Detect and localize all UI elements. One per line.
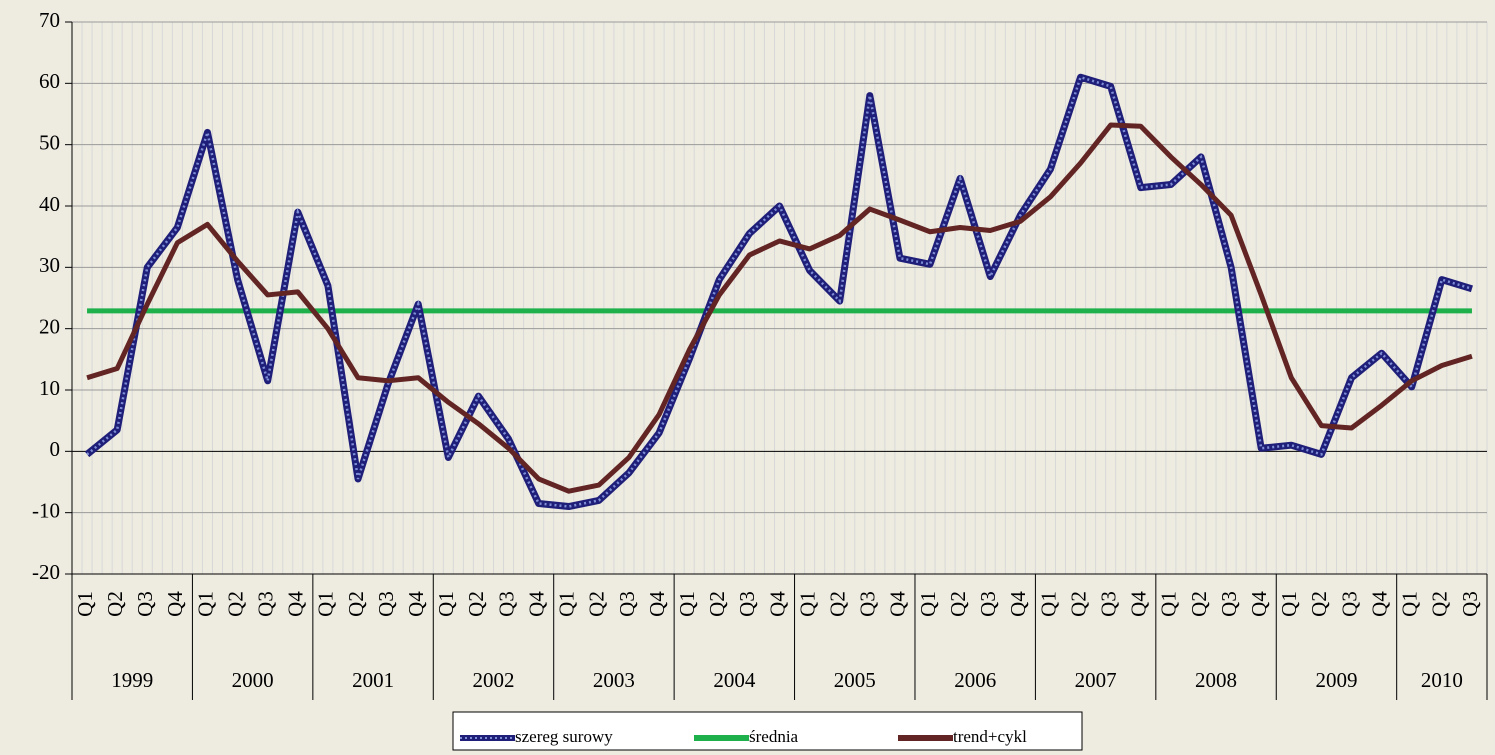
x-tick-label: Q4 (886, 591, 910, 617)
x-group-label: 2005 (834, 668, 876, 692)
x-tick-label: Q1 (675, 591, 699, 617)
x-group-label: 2001 (352, 668, 394, 692)
x-tick-label: Q1 (795, 591, 819, 617)
x-tick-label: Q1 (73, 591, 97, 617)
x-tick-label: Q1 (193, 591, 217, 617)
x-tick-label: Q3 (1458, 591, 1482, 617)
x-tick-label: Q4 (765, 591, 789, 617)
x-tick-label: Q3 (1217, 591, 1241, 617)
y-tick-label: -10 (32, 498, 60, 522)
x-tick-label: Q2 (1066, 591, 1090, 617)
x-tick-label: Q2 (1307, 591, 1331, 617)
x-group-label: 2009 (1315, 668, 1357, 692)
x-tick-label: Q3 (856, 591, 880, 617)
x-tick-label: Q2 (1428, 591, 1452, 617)
y-tick-label: 40 (39, 192, 60, 216)
x-tick-label: Q4 (1006, 591, 1030, 617)
x-tick-label: Q1 (314, 591, 338, 617)
x-group-label: 2000 (232, 668, 274, 692)
x-tick-label: Q3 (133, 591, 157, 617)
x-tick-label: Q1 (1036, 591, 1060, 617)
x-tick-label: Q3 (254, 591, 278, 617)
legend-label: trend+cykl (953, 727, 1027, 746)
line-pattern (86, 75, 1473, 508)
x-group-label: 2007 (1075, 668, 1117, 692)
x-tick-label: Q4 (1247, 591, 1271, 617)
x-tick-label: Q4 (163, 591, 187, 617)
x-tick-label: Q3 (1096, 591, 1120, 617)
y-tick-label: 60 (39, 69, 60, 93)
y-tick-label: 70 (39, 8, 60, 32)
y-tick-label: 0 (50, 437, 61, 461)
x-tick-label: Q3 (494, 591, 518, 617)
x-tick-label: Q4 (645, 591, 669, 617)
legend-box (452, 711, 1083, 751)
x-tick-label: Q2 (826, 591, 850, 617)
x-group-label: 2003 (593, 668, 635, 692)
x-tick-label: Q2 (344, 591, 368, 617)
x-tick-label: Q3 (1337, 591, 1361, 617)
x-group-label: 2004 (713, 668, 756, 692)
x-tick-label: Q1 (916, 591, 940, 617)
x-tick-label: Q2 (705, 591, 729, 617)
legend-label: średnia (749, 727, 799, 746)
y-tick-label: 10 (39, 376, 60, 400)
x-tick-label: Q4 (404, 591, 428, 617)
x-tick-label: Q4 (524, 591, 548, 617)
x-tick-label: Q3 (615, 591, 639, 617)
x-tick-label: Q2 (1187, 591, 1211, 617)
x-tick-label: Q4 (1127, 591, 1151, 617)
x-group-label: 2006 (954, 668, 996, 692)
x-tick-label: Q2 (103, 591, 127, 617)
y-tick-label: 30 (39, 253, 60, 277)
x-tick-label: Q2 (946, 591, 970, 617)
y-tick-label: -20 (32, 560, 60, 584)
x-tick-label: Q2 (223, 591, 247, 617)
x-tick-label: Q3 (976, 591, 1000, 617)
x-tick-label: Q1 (1277, 591, 1301, 617)
x-tick-label: Q4 (1367, 591, 1391, 617)
x-tick-label: Q1 (1398, 591, 1422, 617)
x-tick-label: Q1 (555, 591, 579, 617)
legend-label: szereg surowy (515, 727, 613, 746)
x-tick-label: Q4 (284, 591, 308, 617)
x-group-label: 2002 (472, 668, 514, 692)
y-tick-label: 50 (39, 130, 60, 154)
x-tick-label: Q2 (464, 591, 488, 617)
series-line (86, 122, 1473, 494)
x-tick-label: Q3 (374, 591, 398, 617)
x-tick-label: Q3 (735, 591, 759, 617)
x-group-label: 2008 (1195, 668, 1237, 692)
x-group-label: 2010 (1421, 668, 1463, 692)
x-tick-label: Q1 (1157, 591, 1181, 617)
x-tick-label: Q1 (434, 591, 458, 617)
x-group-label: 1999 (111, 668, 153, 692)
y-tick-label: 20 (39, 314, 60, 338)
x-tick-label: Q2 (585, 591, 609, 617)
